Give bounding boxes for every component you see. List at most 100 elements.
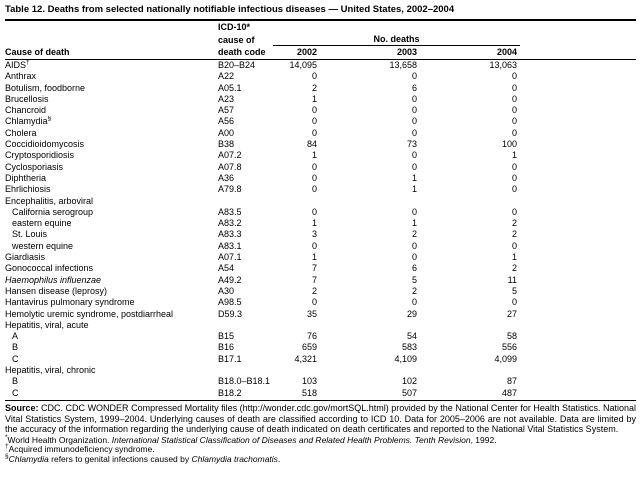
filler-cell xyxy=(520,376,636,387)
table-row: Brucellosis A23 1 0 0 xyxy=(5,94,636,105)
icd-code-cell xyxy=(218,196,273,207)
icd-code-cell: B15 xyxy=(218,331,235,342)
cause-label: Chlamydia xyxy=(5,116,48,127)
deaths-value-cell: 0 xyxy=(311,206,317,217)
table-header: ICD-10* cause of No. deaths Cause of dea… xyxy=(5,21,636,60)
deaths-value-cell: 5 xyxy=(511,285,517,296)
icd-header-line3: death code xyxy=(218,45,273,60)
icd-code-cell: A56 xyxy=(218,116,235,127)
table-row: Chancroid A57 0 0 0 xyxy=(5,105,636,116)
deaths-value-cell: 4,321 xyxy=(294,353,317,364)
table-row: St. Louis A83.3 3 2 2 xyxy=(5,229,636,240)
filler-cell xyxy=(520,45,636,60)
deaths-value-cell: 0 xyxy=(511,105,517,116)
table-row: B B18.0–B18.1 103 102 87 xyxy=(5,376,636,387)
cause-cell: Chlamydia§ xyxy=(5,116,218,127)
deaths-value-cell xyxy=(273,320,320,331)
filler-cell xyxy=(520,365,636,376)
footnote-text: Chlamydia xyxy=(8,454,49,465)
deaths-value-cell: 103 xyxy=(301,376,317,387)
cause-cell: Haemophilus influenzae xyxy=(5,275,218,286)
no-deaths-group-header: No. deaths xyxy=(273,33,520,46)
cause-cell: Hantavirus pulmonary syndrome xyxy=(5,297,218,308)
deaths-value-cell: 0 xyxy=(311,172,317,183)
deaths-value-cell: 13,658 xyxy=(389,60,417,70)
cause-cell: Hemolytic uremic syndrome, postdiarrheal xyxy=(5,309,218,320)
cause-label: Coccidioidomycosis xyxy=(5,139,85,150)
footnote-marker: § xyxy=(5,453,9,461)
cause-label: B xyxy=(12,376,19,387)
table-row: Diphtheria A36 0 1 0 xyxy=(5,173,636,184)
deaths-value-cell: 0 xyxy=(311,71,317,82)
filler-cell xyxy=(520,331,636,342)
icd-code-cell: A83.1 xyxy=(218,240,242,251)
deaths-value-cell: 2 xyxy=(311,285,317,296)
cause-cell: Gonococcal infections xyxy=(5,263,218,274)
filler-cell xyxy=(520,60,636,72)
deaths-value-cell: 0 xyxy=(411,71,417,82)
deaths-value-cell: 11 xyxy=(507,274,517,285)
icd-code-cell: A54 xyxy=(218,263,235,274)
cause-cell: C xyxy=(5,354,218,365)
deaths-value-cell: 4,109 xyxy=(394,353,417,364)
cause-label: Cryptosporidiosis xyxy=(5,150,75,161)
deaths-value-cell: 659 xyxy=(301,342,317,353)
table-row: Coccidioidomycosis B38 84 73 100 xyxy=(5,139,636,150)
cause-cell: Cryptosporidiosis xyxy=(5,150,218,161)
icd-code-cell: A05.1 xyxy=(218,82,242,93)
filler-cell xyxy=(520,354,636,365)
filler-cell xyxy=(520,218,636,229)
deaths-value-cell: 487 xyxy=(501,387,517,398)
icd-code-cell: A98.5 xyxy=(218,297,242,308)
deaths-value-cell: 2 xyxy=(511,263,517,274)
cause-cell: Botulism, foodborne xyxy=(5,83,218,94)
header-row-1: ICD-10* xyxy=(5,21,636,33)
deaths-value-cell: 100 xyxy=(501,139,517,150)
cause-label: C xyxy=(12,353,19,364)
deaths-value-cell: 0 xyxy=(411,105,417,116)
cause-label: Diphtheria xyxy=(5,172,47,183)
icd-code-cell: A07.2 xyxy=(218,150,242,161)
year-header-2002: 2002 xyxy=(273,45,320,60)
deaths-value-cell: 0 xyxy=(511,184,517,195)
cause-label: Chancroid xyxy=(5,105,47,116)
icd-code-cell: A83.2 xyxy=(218,218,242,229)
table-row: Cholera A00 0 0 0 xyxy=(5,128,636,139)
filler-cell xyxy=(520,71,636,82)
table-row: Chlamydia§ A56 0 0 0 xyxy=(5,116,636,127)
cause-cell: Hepatitis, viral, chronic xyxy=(5,365,218,376)
cause-label: Hepatitis, viral, chronic xyxy=(5,365,96,376)
deaths-value-cell: 1 xyxy=(411,218,417,229)
table-row: C B18.2 518 507 487 xyxy=(5,388,636,399)
filler-cell xyxy=(520,309,636,320)
deaths-value-cell: 583 xyxy=(401,342,417,353)
deaths-value-cell: 0 xyxy=(511,93,517,104)
filler-cell xyxy=(520,150,636,161)
deaths-value-cell: 84 xyxy=(306,139,317,150)
deaths-value-cell: 0 xyxy=(411,150,417,161)
deaths-value-cell: 0 xyxy=(511,127,517,138)
year-header-2004: 2004 xyxy=(420,45,520,60)
deaths-value-cell: 0 xyxy=(311,184,317,195)
filler-cell xyxy=(520,116,636,127)
deaths-value-cell: 0 xyxy=(511,161,517,172)
cause-cell: western equine xyxy=(5,241,218,252)
deaths-value-cell: 0 xyxy=(311,105,317,116)
filler-cell xyxy=(520,207,636,218)
deaths-value-cell: 13,063 xyxy=(489,60,517,70)
section-row: Encephalitis, arboviral xyxy=(5,196,636,207)
footnote-ref: † xyxy=(26,59,30,66)
cause-cell: B xyxy=(5,342,218,353)
filler-cell xyxy=(520,162,636,173)
empty-header-cell xyxy=(5,21,218,33)
filler-cell xyxy=(520,286,636,297)
cause-label: A xyxy=(12,331,19,342)
cause-cell: Brucellosis xyxy=(5,94,218,105)
icd-code-cell: A30 xyxy=(218,285,235,296)
cause-cell: eastern equine xyxy=(5,218,218,229)
deaths-value-cell xyxy=(273,196,320,207)
deaths-value-cell: 14,095 xyxy=(289,60,317,70)
deaths-value-cell: 0 xyxy=(511,71,517,82)
icd-code-cell: A57 xyxy=(218,105,235,116)
filler-cell xyxy=(520,275,636,286)
